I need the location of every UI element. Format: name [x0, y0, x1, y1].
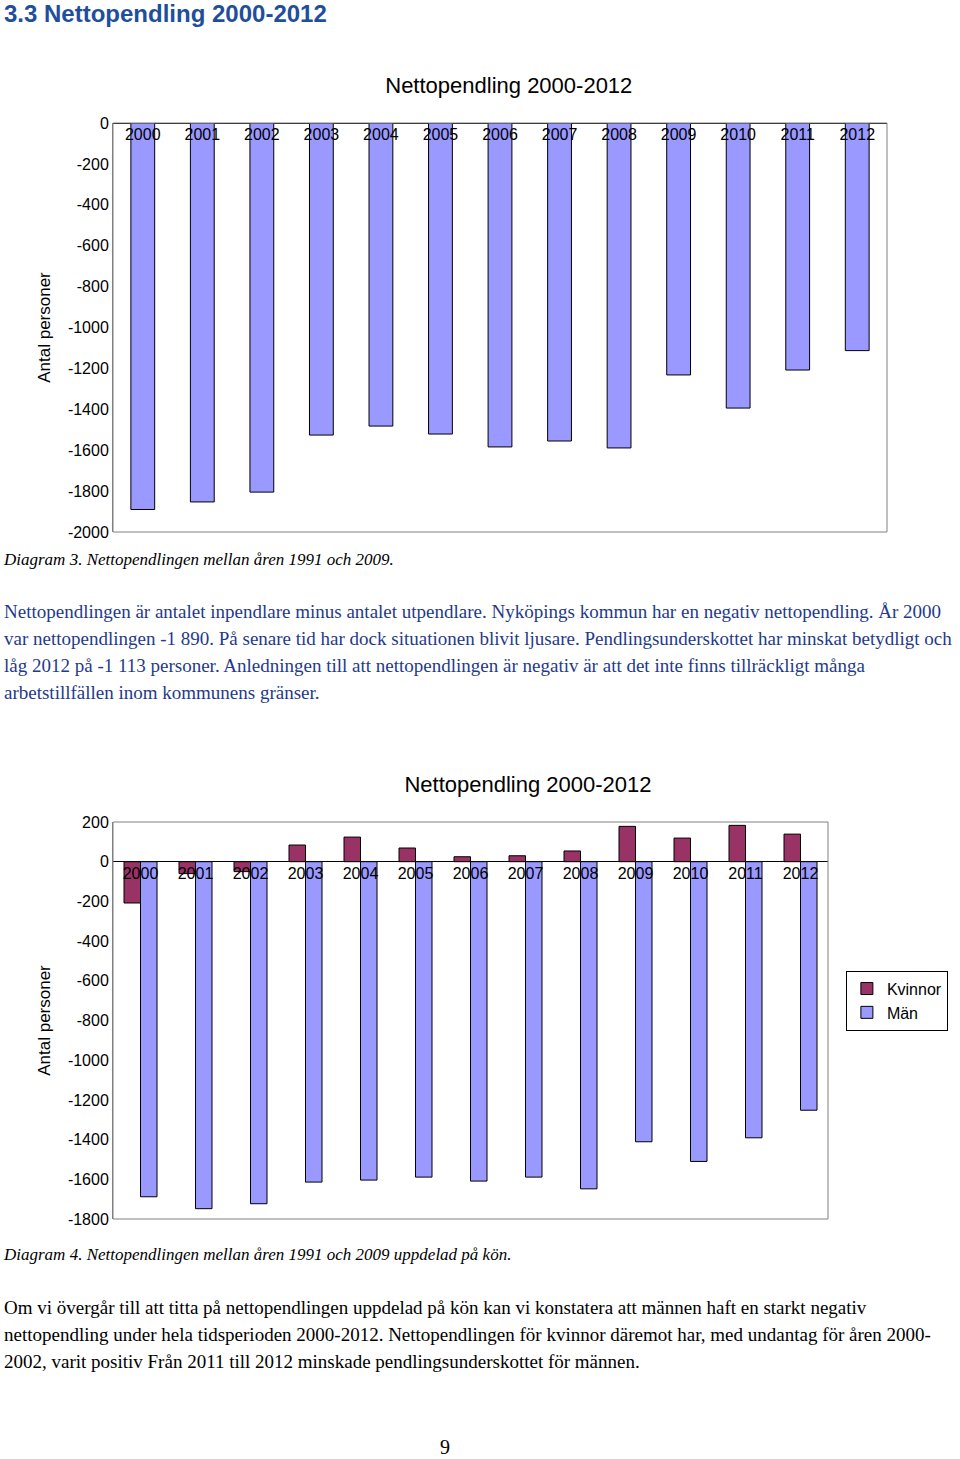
svg-text:-1800: -1800: [68, 1211, 109, 1228]
svg-text:-1000: -1000: [68, 1052, 109, 1069]
svg-text:-2000: -2000: [68, 524, 109, 541]
svg-text:-800: -800: [77, 278, 109, 295]
svg-text:2003: 2003: [304, 126, 340, 143]
svg-text:2008: 2008: [601, 126, 637, 143]
svg-text:2000: 2000: [123, 865, 159, 882]
svg-text:2002: 2002: [244, 126, 280, 143]
svg-text:2006: 2006: [453, 865, 489, 882]
svg-text:2007: 2007: [542, 126, 578, 143]
svg-text:0: 0: [100, 115, 109, 132]
svg-text:-200: -200: [77, 893, 109, 910]
svg-text:-1000: -1000: [68, 319, 109, 336]
svg-text:-1200: -1200: [68, 1092, 109, 1109]
svg-text:2001: 2001: [185, 126, 221, 143]
html-text:Om vi övergår till att titta p: Om vi övergår till att titta på nettopen…: [4, 1297, 931, 1372]
svg-text:2010: 2010: [720, 126, 756, 143]
svg-text:2005: 2005: [423, 126, 459, 143]
svg-text:Män: Män: [887, 1005, 918, 1022]
svg-text:-1600: -1600: [68, 1171, 109, 1188]
svg-text:-400: -400: [77, 196, 109, 213]
html-text:9: 9: [440, 1436, 450, 1458]
svg-text:2010: 2010: [673, 865, 709, 882]
html-text:Diagram 4. Nettopendlingen mel: Diagram 4. Nettopendlingen mellan åren 1…: [4, 1245, 512, 1264]
svg-text:2007: 2007: [508, 865, 544, 882]
svg-text:2012: 2012: [783, 865, 819, 882]
svg-text:2006: 2006: [482, 126, 518, 143]
svg-text:Nettopendling 2000-2012: Nettopendling 2000-2012: [404, 772, 651, 797]
svg-text:-400: -400: [77, 933, 109, 950]
svg-text:2000: 2000: [125, 126, 161, 143]
svg-text:2009: 2009: [661, 126, 697, 143]
svg-text:-1200: -1200: [68, 360, 109, 377]
svg-text:Kvinnor: Kvinnor: [887, 981, 942, 998]
svg-text:2005: 2005: [398, 865, 434, 882]
svg-text:2004: 2004: [363, 126, 399, 143]
svg-text:-1600: -1600: [68, 442, 109, 459]
svg-text:2012: 2012: [839, 126, 875, 143]
svg-text:2011: 2011: [728, 865, 763, 882]
svg-text:2008: 2008: [563, 865, 599, 882]
svg-text:-1800: -1800: [68, 483, 109, 500]
svg-text:2001: 2001: [178, 865, 214, 882]
svg-text:Nettopendling 2000-2012: Nettopendling 2000-2012: [385, 73, 632, 98]
svg-text:-1400: -1400: [68, 401, 109, 418]
html-text:Diagram 3. Nettopendlingen mel: Diagram 3. Nettopendlingen mellan åren 1…: [4, 550, 394, 569]
svg-text:-600: -600: [77, 237, 109, 254]
svg-text:-1400: -1400: [68, 1131, 109, 1148]
svg-text:2009: 2009: [618, 865, 654, 882]
svg-text:-600: -600: [77, 972, 109, 989]
html-text:3.3 Nettopendling 2000-2012: 3.3 Nettopendling 2000-2012: [4, 0, 327, 27]
svg-text:0: 0: [100, 853, 109, 870]
html-text:Nettopendlingen är antalet inp: Nettopendlingen är antalet inpendlare mi…: [4, 601, 952, 703]
svg-text:Antal personer: Antal personer: [35, 965, 54, 1076]
svg-text:2004: 2004: [343, 865, 379, 882]
svg-text:-800: -800: [77, 1012, 109, 1029]
svg-text:2011: 2011: [780, 126, 815, 143]
svg-text:Antal personer: Antal personer: [35, 272, 54, 383]
svg-text:2003: 2003: [288, 865, 324, 882]
svg-text:2002: 2002: [233, 865, 269, 882]
svg-text:200: 200: [82, 814, 109, 831]
svg-text:-200: -200: [77, 156, 109, 173]
